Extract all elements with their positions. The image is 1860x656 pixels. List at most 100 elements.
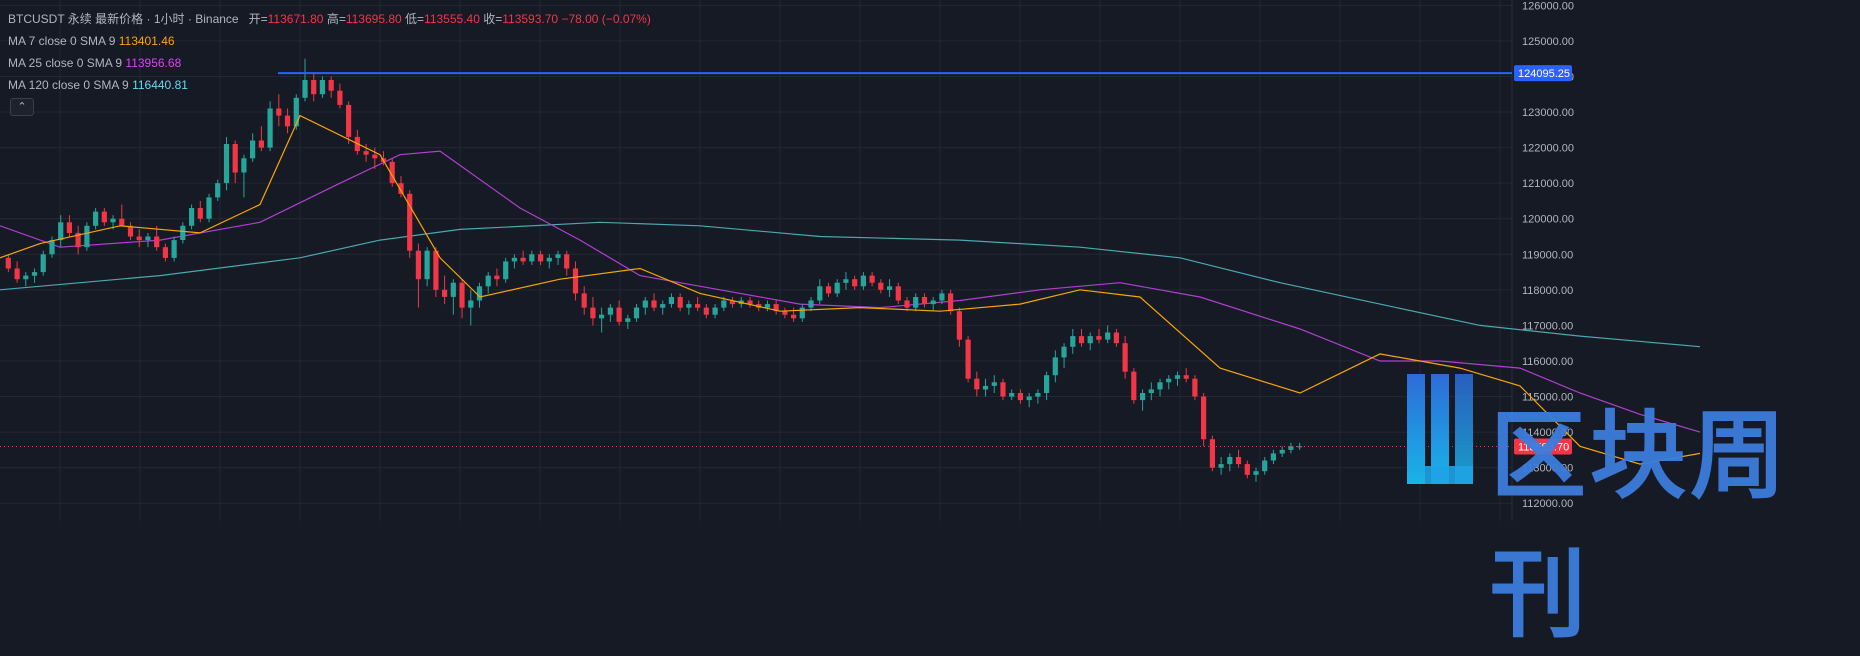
open-label: 开= — [248, 12, 268, 26]
candle — [154, 225, 160, 251]
interval[interactable]: 1小时 — [153, 12, 185, 26]
candle — [712, 304, 718, 319]
candle — [895, 282, 901, 305]
candle — [581, 286, 587, 315]
candle — [852, 275, 858, 290]
price-level-label: 124095.25 — [1518, 68, 1570, 80]
candle — [564, 250, 570, 276]
candle — [1026, 392, 1032, 408]
candle-body — [878, 282, 884, 290]
high-value: 113695.80 — [345, 12, 402, 26]
y-tick-label: 121000.00 — [1522, 178, 1574, 190]
candle-body — [1122, 343, 1128, 372]
ohlc-header: BTCUSDT 永续 最新价格 · 1小时 · Binance 开=113671… — [8, 12, 651, 26]
price-level-tag — [1514, 65, 1572, 82]
candle — [476, 282, 483, 308]
candle-body — [747, 300, 753, 305]
indicator-value: 113401.46 — [118, 34, 175, 48]
low-value: 113555.40 — [424, 12, 480, 26]
candle-body — [1166, 378, 1172, 383]
candle — [398, 176, 404, 198]
candle-body — [974, 378, 980, 390]
candle-body — [590, 307, 596, 319]
candle — [520, 250, 526, 265]
candle-body — [1000, 382, 1006, 397]
y-tick-label: 123000.00 — [1522, 107, 1574, 119]
price-type: 最新价格 — [95, 12, 144, 26]
indicator-ma25[interactable]: MA 25 close 0 SMA 9 113956.68 — [8, 52, 651, 74]
candle — [1157, 378, 1163, 397]
candle — [171, 236, 177, 262]
candle — [651, 293, 657, 312]
candle — [808, 296, 814, 312]
candle-body — [58, 222, 64, 241]
candle — [764, 300, 770, 312]
candle — [921, 293, 928, 308]
candle-body — [930, 300, 936, 305]
candle-body — [869, 275, 875, 283]
candle — [1061, 343, 1067, 369]
candle — [695, 296, 701, 312]
candle-body — [1052, 357, 1058, 376]
candle-body — [1288, 446, 1294, 450]
watermark-logo-icon — [1407, 374, 1473, 484]
candle-body — [189, 208, 195, 226]
y-tick-label: 119000.00 — [1522, 249, 1573, 261]
candle — [965, 336, 971, 383]
candle — [599, 307, 605, 333]
candle-body — [599, 314, 605, 319]
indicator-ma120[interactable]: MA 120 close 0 SMA 9 116440.81 — [8, 74, 651, 96]
candle — [1227, 453, 1233, 472]
candle-body — [1035, 393, 1041, 397]
candle-body — [171, 240, 177, 258]
candle — [546, 254, 552, 269]
candle — [930, 296, 936, 312]
candle — [1009, 389, 1015, 401]
candle-body — [956, 311, 962, 340]
candle-body — [180, 225, 186, 240]
candle — [93, 208, 99, 230]
candle-body — [1270, 453, 1276, 461]
candle — [572, 261, 579, 301]
watermark-text: 区块周刊 — [1490, 400, 1790, 651]
price-chart[interactable]: 126000.00125000.00124000.00123000.001220… — [0, 0, 1860, 521]
indicator-ma7[interactable]: MA 7 close 0 SMA 9 113401.46 — [8, 30, 651, 52]
candle — [939, 289, 945, 305]
candle-body — [773, 304, 779, 312]
candle-body — [162, 247, 168, 258]
ma25-line — [0, 150, 1701, 433]
candle-body — [939, 293, 945, 301]
candle — [468, 289, 474, 326]
candle-body — [31, 272, 38, 276]
candle — [660, 300, 666, 315]
candle — [773, 300, 779, 315]
candle-body — [398, 183, 404, 194]
symbol[interactable]: BTCUSDT — [8, 12, 65, 26]
indicator-value: 116440.81 — [132, 78, 188, 92]
candle — [415, 243, 421, 308]
candle-body — [729, 300, 736, 305]
candle-body — [764, 304, 770, 308]
y-tick-label: 114000.00 — [1522, 427, 1573, 439]
contract-type: 永续 — [67, 12, 92, 26]
candle-body — [677, 297, 683, 308]
candle — [721, 296, 727, 312]
candle — [956, 307, 962, 347]
candle-body — [660, 304, 666, 308]
candle-body — [328, 80, 334, 91]
candle — [1131, 368, 1137, 404]
candle — [1253, 467, 1259, 482]
candle — [668, 293, 674, 308]
y-tick-label: 118000.00 — [1522, 285, 1573, 297]
candle — [145, 232, 151, 248]
candle-body — [503, 261, 509, 280]
candle — [276, 94, 282, 127]
candle — [869, 272, 875, 287]
candle — [590, 296, 596, 326]
candle-body — [529, 254, 535, 262]
candle — [180, 222, 186, 244]
candle-body — [791, 314, 797, 319]
collapse-legend-button[interactable]: ⌃ — [10, 98, 34, 116]
chart-legend: BTCUSDT 永续 最新价格 · 1小时 · Binance 开=113671… — [8, 8, 651, 96]
candle — [860, 272, 866, 290]
